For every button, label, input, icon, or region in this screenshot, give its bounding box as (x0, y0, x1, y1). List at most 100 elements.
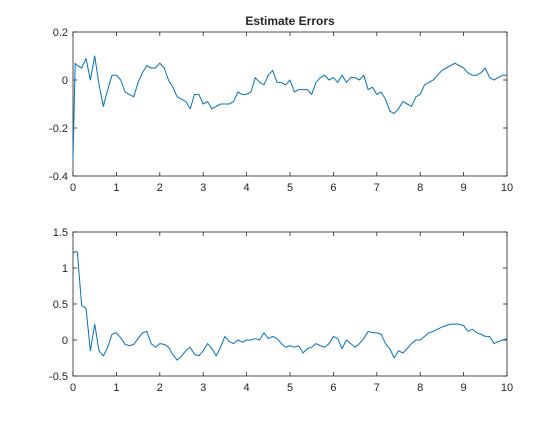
x-tick-label: 0 (70, 182, 76, 194)
data-point (324, 347, 325, 348)
data-point (337, 82, 338, 83)
data-point (259, 82, 260, 83)
y-tick-label: -0.2 (49, 123, 68, 135)
data-point (415, 96, 416, 97)
data-point (263, 332, 264, 333)
data-point (428, 332, 429, 333)
data-point (285, 84, 286, 85)
data-point (151, 343, 152, 344)
data-point (207, 101, 208, 102)
data-point (198, 355, 199, 356)
data-point (459, 65, 460, 66)
y-tick-label: 0 (62, 335, 68, 347)
data-point (224, 336, 225, 337)
data-point (415, 339, 416, 340)
data-point (454, 63, 455, 64)
data-point (107, 347, 108, 348)
data-point (111, 334, 112, 335)
data-point (467, 72, 468, 73)
data-point (124, 91, 125, 92)
data-point (476, 75, 477, 76)
data-point (489, 336, 490, 337)
data-point (437, 329, 438, 330)
data-point (381, 334, 382, 335)
data-point (103, 106, 104, 107)
x-tick-label: 5 (287, 382, 293, 394)
data-point (250, 339, 251, 340)
data-point (116, 75, 117, 76)
data-point (90, 79, 91, 80)
data-point (485, 336, 486, 337)
data-point (463, 325, 464, 326)
data-point (185, 101, 186, 102)
chart-title: Estimate Errors (245, 14, 335, 28)
x-tick-label: 4 (244, 182, 250, 194)
series-line-1 (72, 250, 508, 361)
data-point (450, 324, 451, 325)
axes-box (72, 231, 508, 377)
data-point (502, 339, 503, 340)
data-point (81, 305, 82, 306)
data-point (190, 347, 191, 348)
data-point (398, 108, 399, 109)
data-point (411, 106, 412, 107)
data-point (203, 103, 204, 104)
data-point (142, 72, 143, 73)
data-point (307, 348, 308, 349)
data-point (341, 75, 342, 76)
data-point (111, 75, 112, 76)
data-point (333, 77, 334, 78)
data-point (359, 79, 360, 80)
data-point (203, 350, 204, 351)
x-tick-label: 10 (501, 182, 513, 194)
data-point (75, 63, 76, 64)
data-point (77, 65, 78, 66)
data-point (302, 89, 303, 90)
data-point (250, 91, 251, 92)
data-point (237, 91, 238, 92)
data-point (177, 360, 178, 361)
data-point (255, 338, 256, 339)
data-point (77, 252, 78, 253)
data-point (368, 89, 369, 90)
x-tick-label: 5 (287, 182, 293, 194)
data-point (289, 79, 290, 80)
data-point (311, 347, 312, 348)
data-point (376, 94, 377, 95)
data-point (177, 96, 178, 97)
data-point (472, 329, 473, 330)
data-point (85, 58, 86, 59)
data-point (164, 67, 165, 68)
data-point (98, 84, 99, 85)
data-point (441, 70, 442, 71)
axes-1: 0 1 2 3 4 5 6 7 8 9 10 -0.4 -0.2 0 0.2 Estimate Errors (49, 14, 513, 194)
data-point (420, 94, 421, 95)
data-point (341, 348, 342, 349)
data-point (311, 94, 312, 95)
data-point (172, 354, 173, 355)
data-point (480, 72, 481, 73)
data-point (294, 91, 295, 92)
data-point (129, 94, 130, 95)
data-point (133, 96, 134, 97)
data-point (246, 94, 247, 95)
x-tick-label: 7 (374, 382, 380, 394)
series-line-1 (72, 55, 507, 160)
data-point (159, 343, 160, 344)
data-point (324, 75, 325, 76)
data-point (350, 343, 351, 344)
data-point (233, 343, 234, 344)
data-point (315, 82, 316, 83)
data-point (168, 79, 169, 80)
y-tick-label: 0.2 (53, 27, 68, 39)
data-point (385, 343, 386, 344)
data-point (289, 345, 290, 346)
data-point (190, 108, 191, 109)
data-point (181, 99, 182, 100)
data-point (263, 84, 264, 85)
y-tick-label: -0.5 (49, 371, 68, 383)
x-tick-label: 8 (417, 182, 423, 194)
data-point (237, 339, 238, 340)
data-point (480, 334, 481, 335)
